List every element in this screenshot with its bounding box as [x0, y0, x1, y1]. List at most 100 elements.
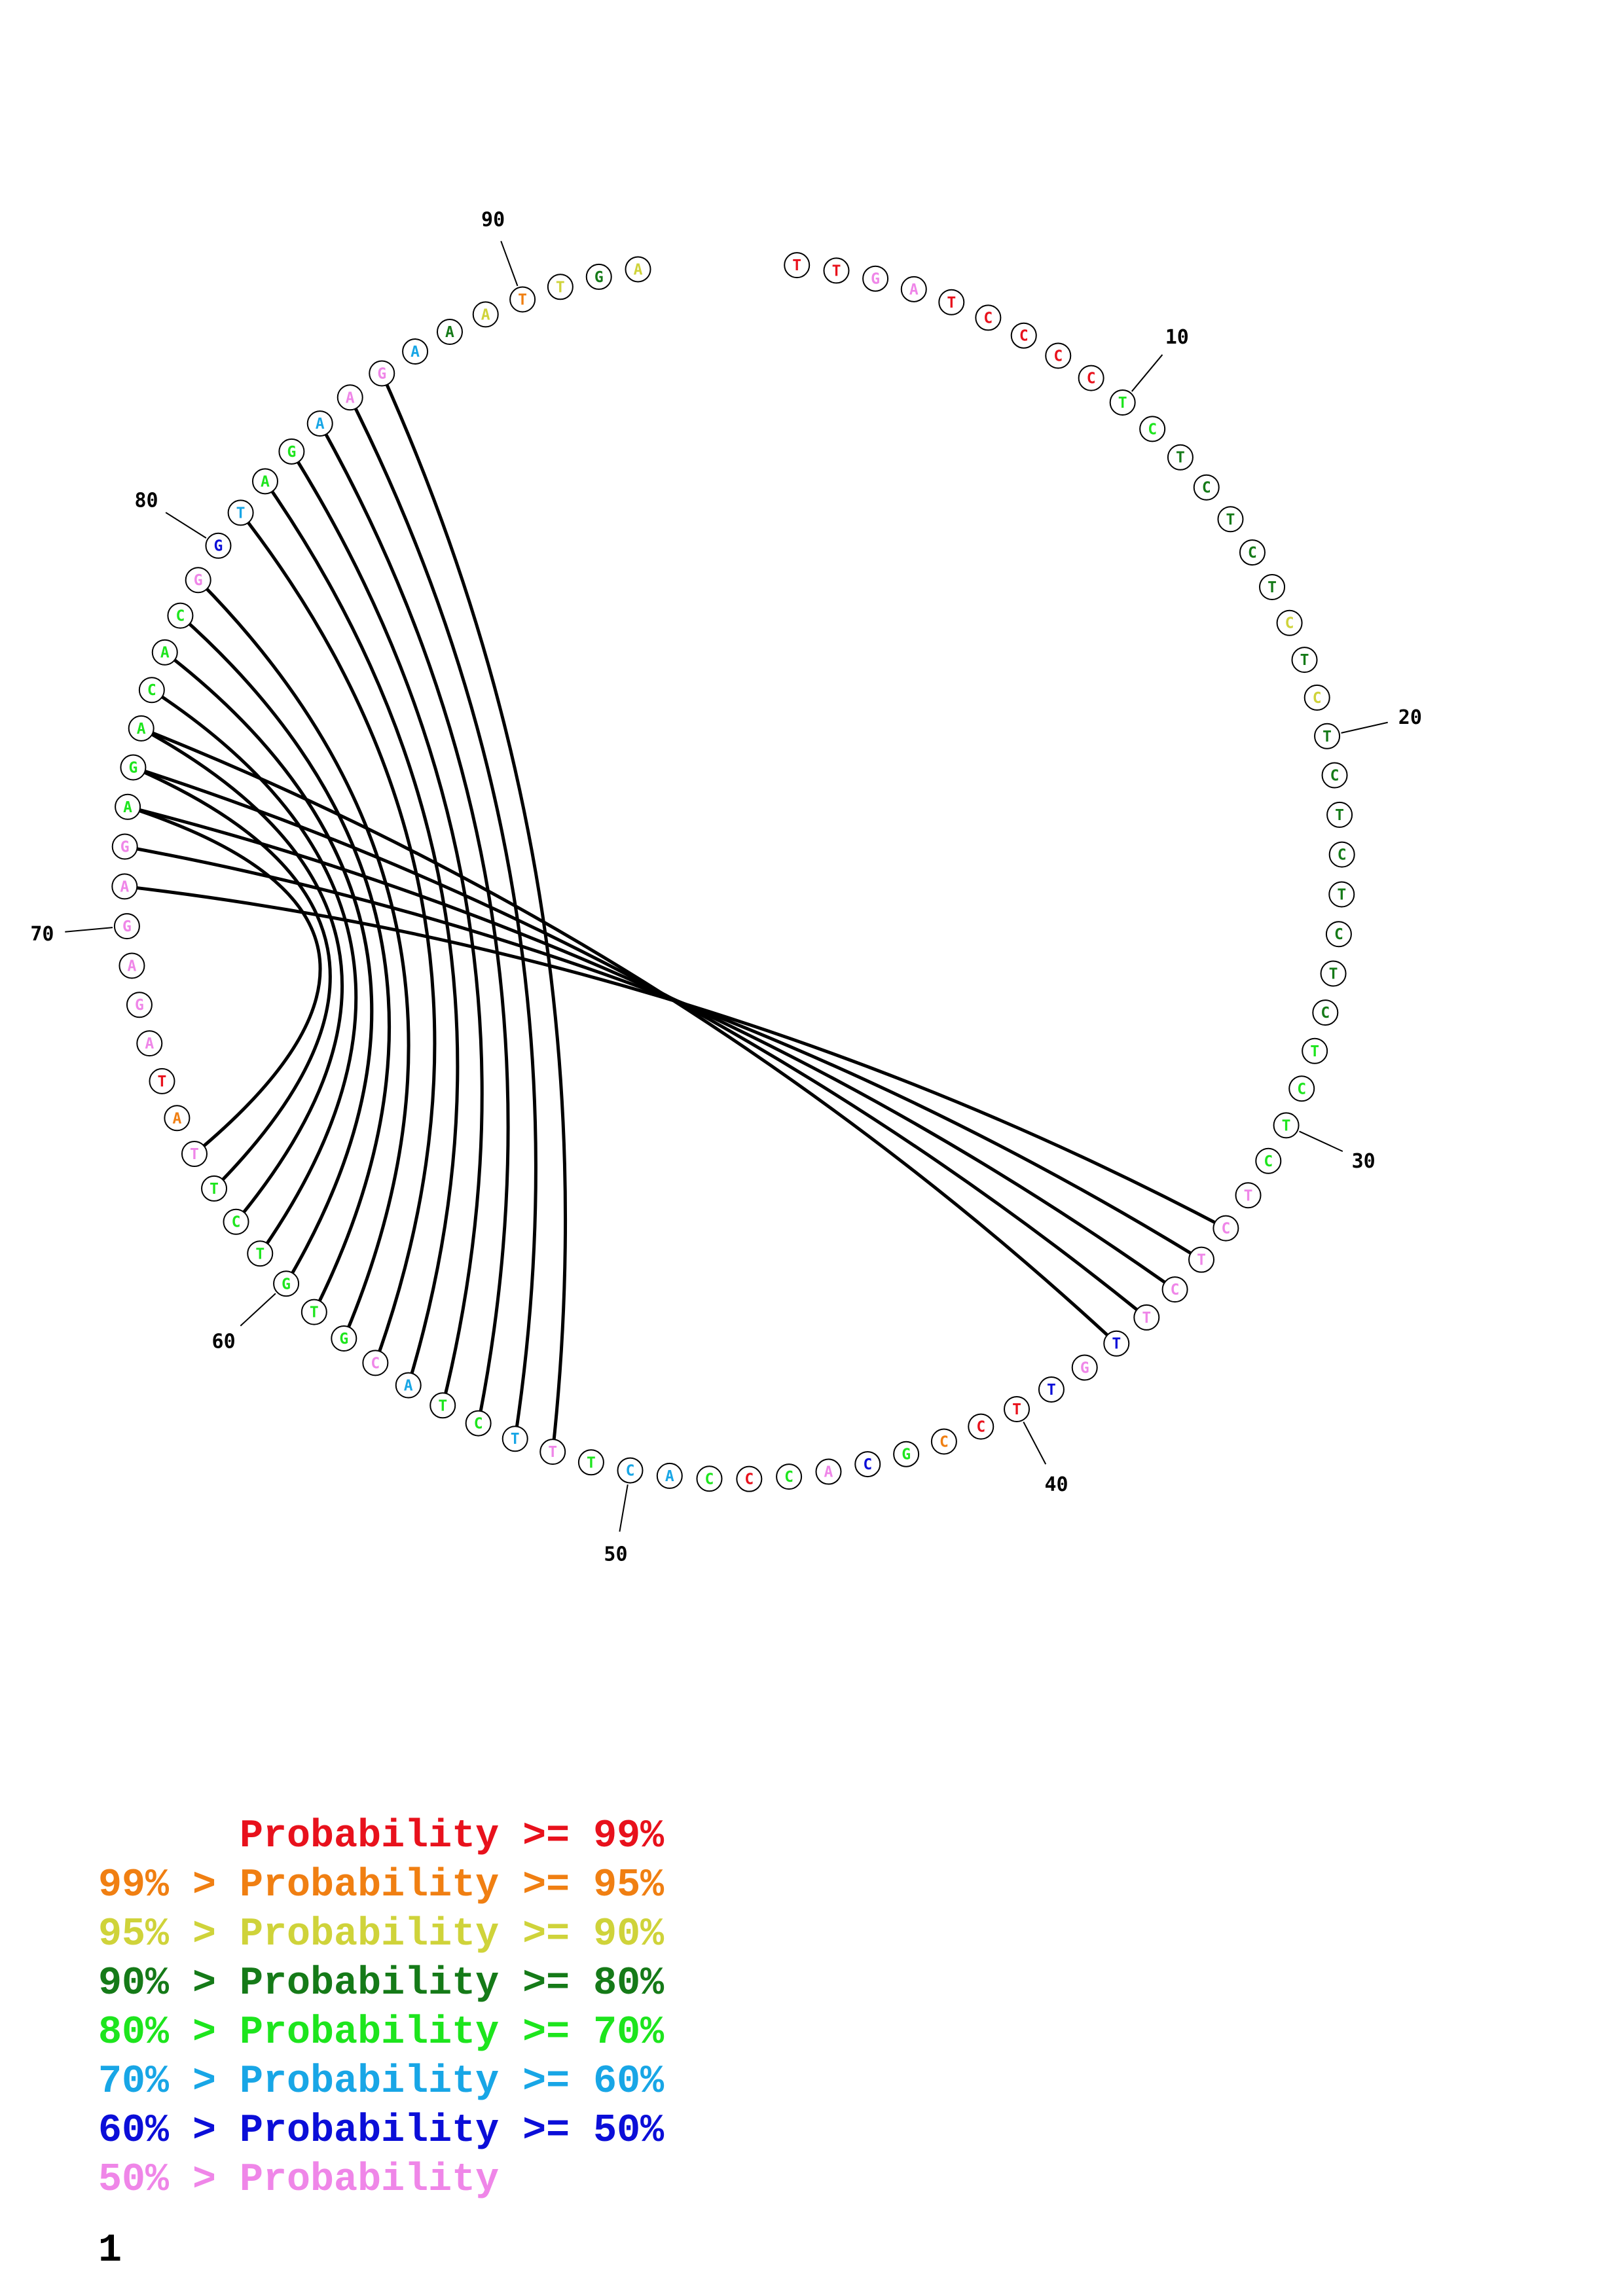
base-pair-arcs: [124, 372, 1227, 1452]
nucleotide-node: T: [429, 1392, 456, 1419]
legend-entry: 50% > Probability: [98, 2158, 500, 2202]
nucleotide-circle: [1273, 1112, 1300, 1139]
nucleotide-circle: [1071, 1354, 1098, 1381]
nucleotide-letter: G: [1080, 1359, 1089, 1376]
nucleotide-node: G: [185, 567, 211, 594]
nucleotide-circle: [1291, 647, 1318, 673]
nucleotide-letter: A: [172, 1110, 181, 1127]
nucleotide-letter: C: [1202, 480, 1211, 497]
nucleotide-letter: C: [744, 1471, 754, 1488]
nucleotide-circle: [164, 1105, 191, 1132]
nucleotide-circle: [1302, 1037, 1328, 1064]
nucleotide-circle: [223, 1208, 249, 1235]
nucleotide-node: C: [167, 602, 194, 629]
nucleotide-node: A: [472, 301, 499, 328]
nucleotide-letter: G: [129, 760, 138, 777]
nucleotide-letter: A: [634, 261, 643, 278]
nucleotide-letter: G: [377, 366, 386, 383]
nucleotide-circle: [472, 301, 499, 328]
nucleotide-letter: T: [947, 295, 956, 312]
nucleotide-circle: [539, 1439, 566, 1465]
nucleotide-letter: A: [120, 878, 129, 895]
nucleotide-circle: [205, 532, 232, 559]
nucleotide-circle: [509, 286, 536, 313]
nucleotide-circle: [167, 602, 194, 629]
nucleotide-letter: A: [404, 1378, 413, 1395]
base-pair-arc: [318, 422, 510, 1424]
nucleotide-letter: A: [128, 958, 137, 975]
nucleotide-letter: T: [792, 257, 801, 274]
nucleotide-node: A: [251, 468, 278, 495]
nucleotide-letter: T: [210, 1181, 219, 1198]
nucleotide-circle: [119, 952, 145, 979]
base-pair-arc: [127, 805, 322, 1155]
nucleotide-letter: T: [1142, 1310, 1151, 1327]
nucleotide-letter: T: [1112, 1336, 1121, 1353]
probability-legend: Probability >= 99% 99% > Probability >= 9…: [98, 1814, 664, 2207]
nucleotide-node: C: [736, 1465, 763, 1492]
base-pair-arc: [151, 689, 358, 1255]
nucleotide-circle: [1109, 389, 1136, 416]
nucleotide-circle: [126, 992, 153, 1018]
nucleotide-node: T: [823, 257, 850, 284]
nucleotide-circle: [1133, 1304, 1160, 1331]
nucleotide-node: G: [120, 754, 147, 781]
nucleotide-circle: [1255, 1147, 1282, 1174]
nucleotide-letter: C: [147, 682, 156, 699]
nucleotide-circle: [1004, 1396, 1030, 1423]
nucleotide-letter: C: [626, 1463, 635, 1480]
nucleotide-circle: [1103, 1330, 1130, 1357]
nucleotide-circle: [278, 438, 305, 465]
nucleotide-node: C: [1276, 609, 1303, 636]
nucleotide-letter: T: [310, 1304, 319, 1321]
base-pair-arc: [140, 726, 344, 1223]
nucleotide-circle: [395, 1372, 422, 1399]
nucleotide-circle: [784, 252, 811, 279]
nucleotide-node: A: [900, 276, 927, 302]
nucleotide-circle: [585, 263, 612, 290]
nucleotide-circle: [113, 913, 140, 940]
nucleotide-circle: [1314, 723, 1341, 749]
nucleotide-circle: [1304, 684, 1330, 711]
nucleotide-letter: G: [135, 997, 144, 1014]
nucleotide-node: C: [1325, 921, 1352, 948]
nucleotide-circle: [429, 1392, 456, 1419]
nucleotide-circle: [185, 567, 211, 594]
base-pair-arc: [263, 480, 460, 1386]
nucleotide-circle: [1217, 506, 1244, 533]
nucleotide-node: C: [696, 1465, 723, 1492]
nucleotide-node: G: [205, 532, 232, 559]
nucleotide-letter: C: [784, 1469, 793, 1486]
nucleotide-node: T: [1235, 1182, 1262, 1209]
nucleotide-node: T: [539, 1439, 566, 1465]
tick-line: [619, 1484, 629, 1532]
nucleotide-letter: C: [1334, 926, 1343, 943]
tick-label: 30: [1352, 1150, 1376, 1173]
nucleotide-letter: A: [346, 389, 355, 406]
nucleotide-node: A: [395, 1372, 422, 1399]
nucleotide-circle: [151, 639, 178, 666]
nucleotide-circle: [1045, 342, 1072, 369]
nucleotide-letter: G: [282, 1276, 291, 1293]
nucleotide-ring: T T GATCCCCTCTCTCTCTCTCTCTCTCTCTCTCTCTTGTT…: [111, 252, 1355, 1492]
nucleotide-circle: [149, 1067, 175, 1094]
nucleotide-letter: T: [255, 1246, 264, 1263]
nucleotide-letter: T: [1329, 965, 1338, 982]
legend-entry: 95% > Probability >= 90%: [98, 1912, 665, 1957]
nucleotide-node: G: [862, 265, 889, 292]
nucleotide-node: T: [1188, 1246, 1215, 1273]
nucleotide-letter: C: [976, 1419, 985, 1436]
tick-label: 90: [481, 209, 505, 232]
nucleotide-circle: [1161, 1276, 1188, 1303]
nucleotide-circle: [120, 754, 147, 781]
nucleotide-letter: T: [1322, 728, 1332, 745]
nucleotide-letter: T: [1047, 1382, 1056, 1399]
legend-entry: 70% > Probability >= 60%: [98, 2060, 665, 2104]
nucleotide-circle: [625, 256, 651, 283]
nucleotide-node: A: [656, 1462, 683, 1489]
nucleotide-node: C: [1078, 365, 1104, 391]
nucleotide-circle: [465, 1410, 492, 1437]
nucleotide-circle: [1325, 921, 1352, 948]
nucleotide-node: A: [164, 1105, 191, 1132]
legend-entry: 99% > Probability >= 95%: [98, 1863, 665, 1908]
